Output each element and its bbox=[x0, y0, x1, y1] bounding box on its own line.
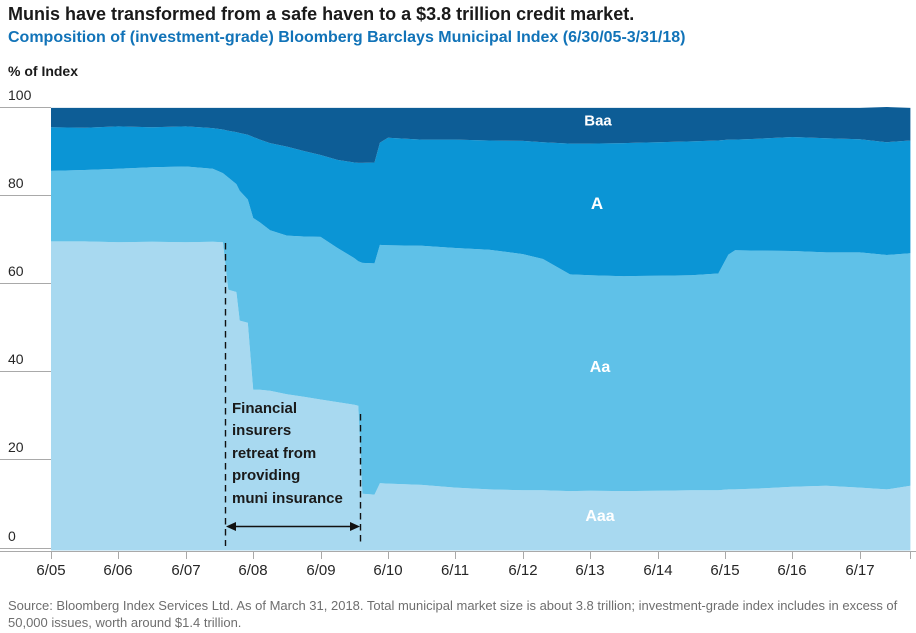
x-tick-mark bbox=[658, 551, 659, 559]
x-tick-mark bbox=[388, 551, 389, 559]
x-tick-label: 6/11 bbox=[440, 562, 470, 579]
x-tick-mark bbox=[725, 551, 726, 559]
y-tick-line bbox=[0, 548, 51, 549]
x-tick-mark bbox=[51, 551, 52, 559]
x-tick-label: 6/15 bbox=[710, 562, 740, 579]
band-label-aa: Aa bbox=[589, 359, 611, 376]
y-tick-line bbox=[0, 195, 51, 196]
x-tick-label: 6/08 bbox=[238, 562, 268, 579]
band-label-baa: Baa bbox=[584, 112, 612, 130]
y-tick-line bbox=[0, 283, 51, 284]
x-tick-mark bbox=[590, 551, 591, 559]
x-tick-label: 6/13 bbox=[575, 562, 605, 579]
page-subtitle: Composition of (investment-grade) Bloomb… bbox=[8, 29, 686, 46]
x-tick-mark bbox=[186, 551, 187, 559]
x-tick-label: 6/06 bbox=[103, 562, 133, 579]
x-tick-label: 6/09 bbox=[306, 562, 336, 579]
source-note: Source: Bloomberg Index Services Ltd. As… bbox=[8, 598, 898, 630]
annotation-arrowhead-right-icon bbox=[350, 522, 360, 531]
x-tick-label: 6/14 bbox=[643, 562, 673, 579]
area-aa bbox=[51, 166, 911, 495]
x-tick-mark bbox=[455, 551, 456, 559]
y-tick-line bbox=[0, 107, 51, 108]
y-tick-label: 60 bbox=[8, 263, 24, 279]
y-tick-line bbox=[0, 459, 51, 460]
area-aaa bbox=[51, 241, 911, 551]
y-tick-label: 80 bbox=[8, 175, 24, 191]
y-tick-line bbox=[0, 371, 51, 372]
y-axis-title: % of Index bbox=[8, 63, 79, 79]
page-title: Munis have transformed from a safe haven… bbox=[8, 4, 635, 24]
area-a bbox=[51, 126, 911, 277]
x-axis-line bbox=[0, 551, 916, 552]
x-tick-mark bbox=[253, 551, 254, 559]
x-tick-mark bbox=[523, 551, 524, 559]
x-tick-mark bbox=[321, 551, 322, 559]
annotation-text: Financial insurers retreat from providin… bbox=[232, 400, 343, 507]
area-baa bbox=[51, 107, 911, 163]
x-tick-label: 6/10 bbox=[373, 562, 403, 579]
y-tick-label: 40 bbox=[8, 351, 24, 367]
x-tick-mark bbox=[118, 551, 119, 559]
x-tick-label: 6/05 bbox=[36, 562, 66, 579]
x-tick-label: 6/16 bbox=[777, 562, 807, 579]
x-tick-label: 6/17 bbox=[845, 562, 875, 579]
x-tick-mark bbox=[860, 551, 861, 559]
x-tick-mark-end bbox=[910, 551, 911, 559]
annotation-arrowhead-left-icon bbox=[226, 522, 236, 531]
x-tick-label: 6/12 bbox=[508, 562, 538, 579]
x-tick-mark bbox=[792, 551, 793, 559]
y-tick-label: 100 bbox=[8, 87, 32, 103]
y-tick-label: 20 bbox=[8, 439, 24, 455]
x-tick-label: 6/07 bbox=[171, 562, 201, 579]
band-label-aaa: Aaa bbox=[585, 508, 615, 525]
band-label-a: A bbox=[590, 194, 604, 213]
y-tick-label: 0 bbox=[8, 528, 16, 544]
